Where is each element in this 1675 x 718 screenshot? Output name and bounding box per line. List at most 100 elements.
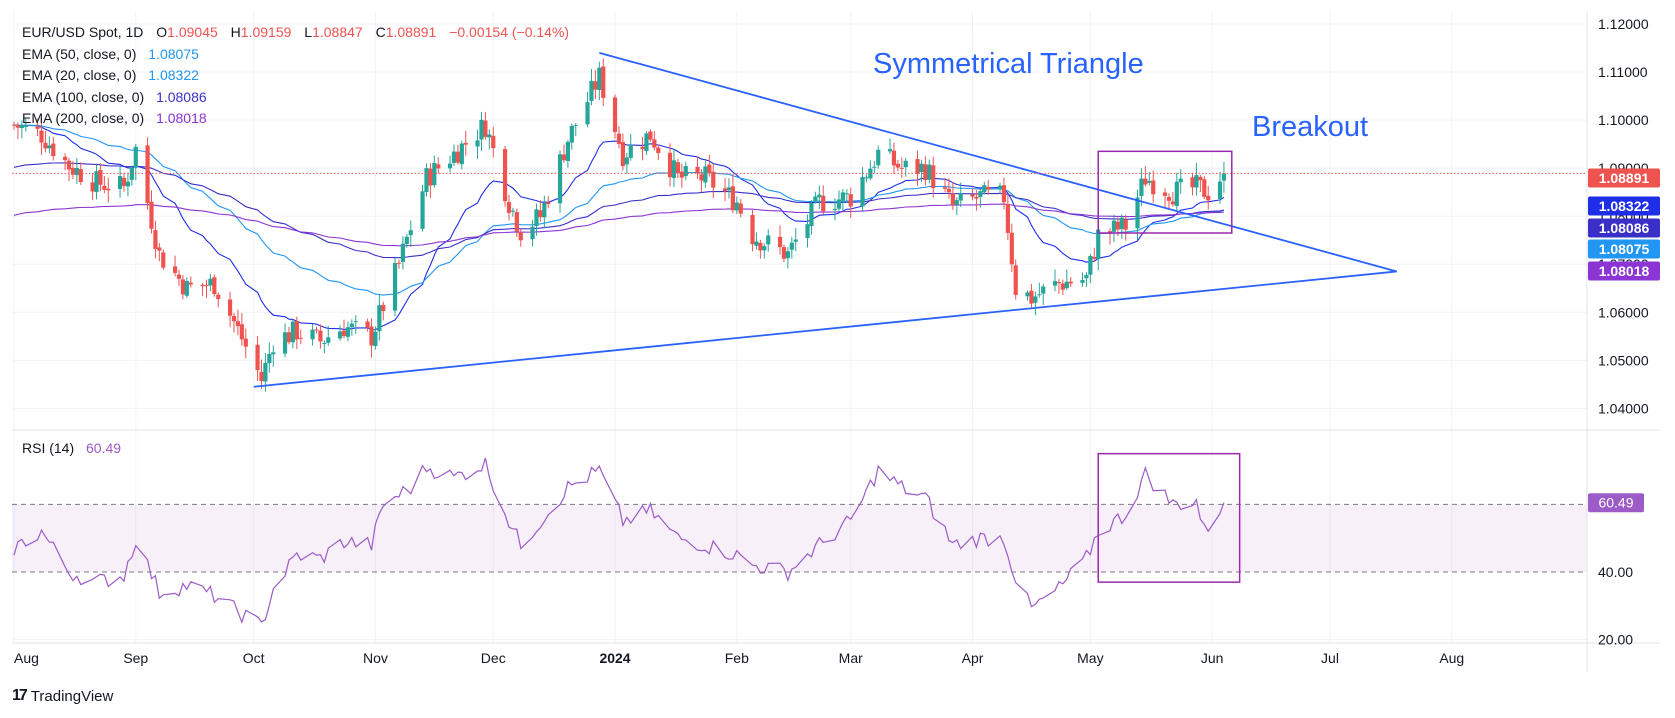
candle [620,133,625,171]
price-tick-label: 1.06000 [1598,304,1649,320]
candle [530,219,535,247]
candle [23,117,28,132]
candle [1202,176,1207,199]
candle [188,276,193,288]
candle [986,180,991,195]
candle [612,94,618,139]
candle [353,315,358,334]
candle [180,275,186,300]
candle [396,259,402,269]
candle [243,328,248,359]
candle [699,169,704,193]
candle [133,143,138,181]
candle [903,157,908,177]
candle [730,173,735,214]
candle [106,177,111,203]
breakout-annotation: Breakout [1252,111,1368,143]
candle [510,207,516,217]
candle [345,321,351,342]
candle [616,126,622,149]
candle [781,244,787,263]
candle [895,160,900,172]
candle [1084,272,1089,287]
candle [184,277,189,298]
candle [455,144,461,165]
candle [1139,168,1144,207]
candle [667,143,673,187]
candle [1092,247,1097,263]
candles [11,58,1227,392]
candle [1194,163,1199,196]
rsi-legend[interactable]: RSI (14) 60.49 [22,440,121,456]
candle [832,198,838,221]
rsi-label: RSI (14) [22,440,75,456]
candle [1143,166,1148,187]
candle [216,292,221,308]
candle [561,144,567,163]
candle [982,181,987,195]
candle [518,229,523,247]
candle [923,156,928,186]
candle [239,313,244,346]
candle [1221,161,1227,193]
candle [271,345,276,367]
candle [479,111,484,152]
candle [19,120,24,139]
ohlc-row: EUR/USD Spot, 1D O1.09045 H1.09159 L1.08… [22,22,569,44]
candle [310,324,315,346]
candle [1119,214,1124,240]
price-badge: 1.08018 [1588,261,1660,281]
time-tick-label: Aug [14,650,39,666]
candle [43,130,48,153]
candle [974,190,979,211]
candle [1005,193,1010,241]
candle [381,301,386,321]
candle [157,243,162,262]
candle [337,325,343,341]
candle [766,229,771,252]
triangle-annotation: Symmetrical Triangle [873,48,1144,80]
candle [978,188,983,208]
candle [534,203,539,236]
candle [809,200,814,235]
candle [208,273,213,292]
indicator-row-ema20[interactable]: EMA (20, close, 0) 1.08322 [22,65,569,87]
candle [624,153,629,174]
trendlines [253,51,1398,388]
candle [1174,172,1179,211]
change-value: −0.00154 (−0.14%) [449,24,570,40]
candle [954,197,959,215]
candle [872,161,877,174]
price-badges: 1.08891 1.08322 1.08086 1.08075 1.08018 [1588,168,1660,281]
indicator-value: 1.08322 [148,67,199,83]
indicator-row-ema200[interactable]: EMA (200, close, 0) 1.08018 [22,108,569,130]
price-tick-label: 1.04000 [1598,400,1649,416]
indicator-row-ema100[interactable]: EMA (100, close, 0) 1.08086 [22,87,569,109]
triangle-trendline [599,51,1398,273]
candle [1107,228,1113,245]
candle [475,129,480,159]
time-tick-label: Aug [1439,650,1464,666]
candle [711,163,716,199]
candle [436,157,441,174]
candle [652,131,657,151]
candle [848,187,853,218]
candle [671,149,677,187]
candle [1147,171,1152,186]
indicator-row-ema50[interactable]: EMA (50, close, 0) 1.08075 [22,44,569,66]
candle [1060,279,1065,296]
candle [66,157,72,182]
candle [789,237,794,259]
candle [1166,193,1172,209]
high-value: 1.09159 [240,24,292,40]
price-tick-label: 1.12000 [1598,16,1649,32]
time-tick-label: Sep [123,650,148,666]
brand[interactable]: 17 TradingView [12,687,113,705]
candle [483,112,488,140]
candle [675,158,680,179]
indicator-label: EMA (200, close, 0) [22,110,145,126]
candle [601,58,606,107]
candle [15,122,21,139]
candle [1206,185,1211,210]
